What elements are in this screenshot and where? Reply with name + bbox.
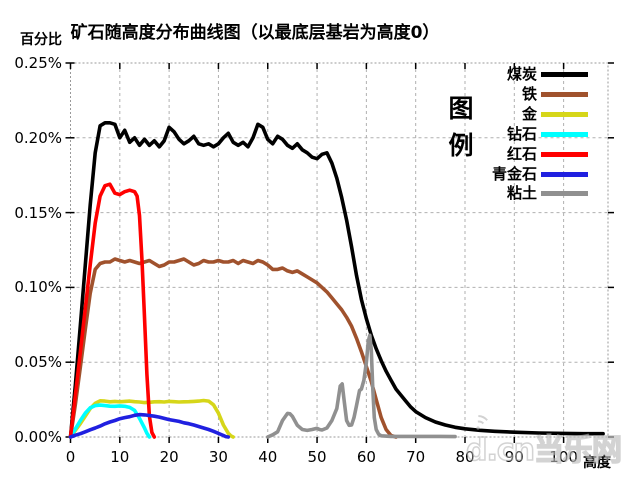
y-tick-label: 0.00% <box>14 428 62 446</box>
legend-item-label: 铁 <box>521 84 537 103</box>
x-tick-label: 80 <box>455 448 475 466</box>
y-tick-label: 0.15% <box>14 203 62 222</box>
plot-border <box>70 62 609 438</box>
curve-红石 <box>68 182 157 439</box>
curve-铁 <box>68 257 398 439</box>
curve-钻石 <box>68 403 152 439</box>
y-axis-title: 百分比 <box>20 32 62 48</box>
legend-title: 图例 <box>448 94 474 160</box>
signal-icon <box>476 414 488 430</box>
watermark: d.cn当乐网 <box>465 432 623 469</box>
legend-item-label: 煤炭 <box>506 65 537 83</box>
legend-item-swatch <box>541 131 588 137</box>
curve-金 <box>68 398 235 439</box>
x-tick-label: 10 <box>110 448 130 466</box>
x-axis-title: 高度 <box>583 455 611 471</box>
legend-item-label: 金 <box>521 104 537 123</box>
y-tick-label: 0.10% <box>14 278 62 297</box>
legend-item-label: 粘土 <box>506 184 537 203</box>
y-tick-label: 0.20% <box>14 128 62 147</box>
x-tick-label: 90 <box>504 448 524 466</box>
y-tick-label: 0.05% <box>14 353 62 372</box>
x-tick-label: 0 <box>65 448 76 466</box>
x-tick-label: 70 <box>406 448 426 466</box>
y-tick-label: 0.25% <box>14 54 62 72</box>
legend-item-swatch <box>541 72 588 77</box>
legend-item-swatch <box>541 191 588 197</box>
x-tick-label: 20 <box>159 448 179 466</box>
curve-粘土 <box>265 333 457 439</box>
x-tick-label: 60 <box>356 448 376 466</box>
x-tick-label: 40 <box>258 448 278 466</box>
x-tick-label: 50 <box>307 448 327 466</box>
curve-煤炭 <box>68 121 605 439</box>
legend-item-swatch <box>541 171 588 177</box>
legend-item-label: 青金石 <box>491 164 537 183</box>
x-tick-label: 100 <box>549 448 578 466</box>
legend-item-label: 红石 <box>506 144 537 163</box>
legend-item-label: 钻石 <box>506 124 537 143</box>
legend-item-swatch <box>541 91 588 97</box>
chart-title: 矿石随高度分布曲线图（以最底层基岩为高度0） <box>70 23 440 43</box>
legend-item-swatch <box>541 151 588 157</box>
curve-青金石 <box>68 412 231 439</box>
x-tick-label: 30 <box>208 448 228 466</box>
legend-item-swatch <box>541 111 588 117</box>
